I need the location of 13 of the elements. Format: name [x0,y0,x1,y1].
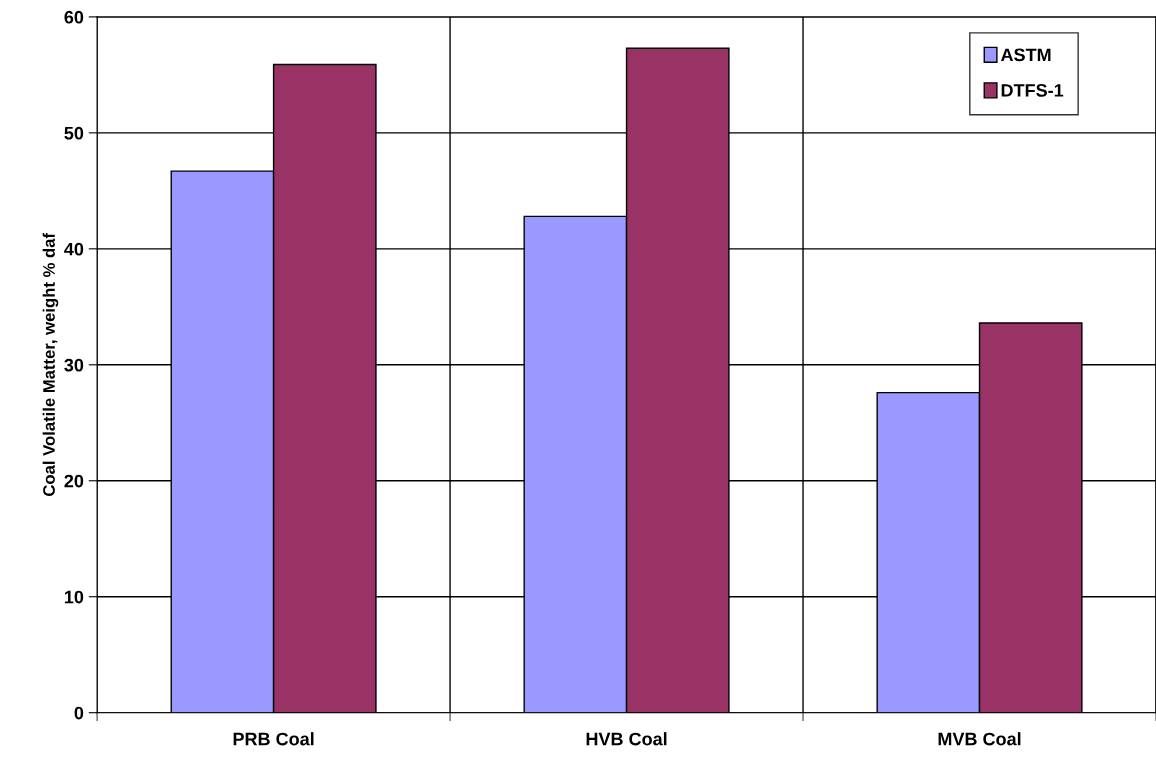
x-tick-label: PRB Coal [233,732,314,746]
legend-label: ASTM [1000,48,1051,62]
x-tick-label: MVB Coal [938,732,1021,746]
x-tick-label: HVB Coal [586,732,667,746]
legend-label: DTFS-1 [1001,83,1064,97]
y-tick-label: 60 [64,10,84,24]
y-tick-label: 30 [64,358,84,372]
y-tick-label: 40 [64,242,84,256]
y-axis-title: Coal Volatile Matter, weight % daf [42,232,59,496]
y-tick-label: 0 [74,706,84,720]
y-tick-label: 50 [64,126,84,140]
y-tick-label: 10 [64,590,84,604]
y-tick-label: 20 [64,474,84,488]
